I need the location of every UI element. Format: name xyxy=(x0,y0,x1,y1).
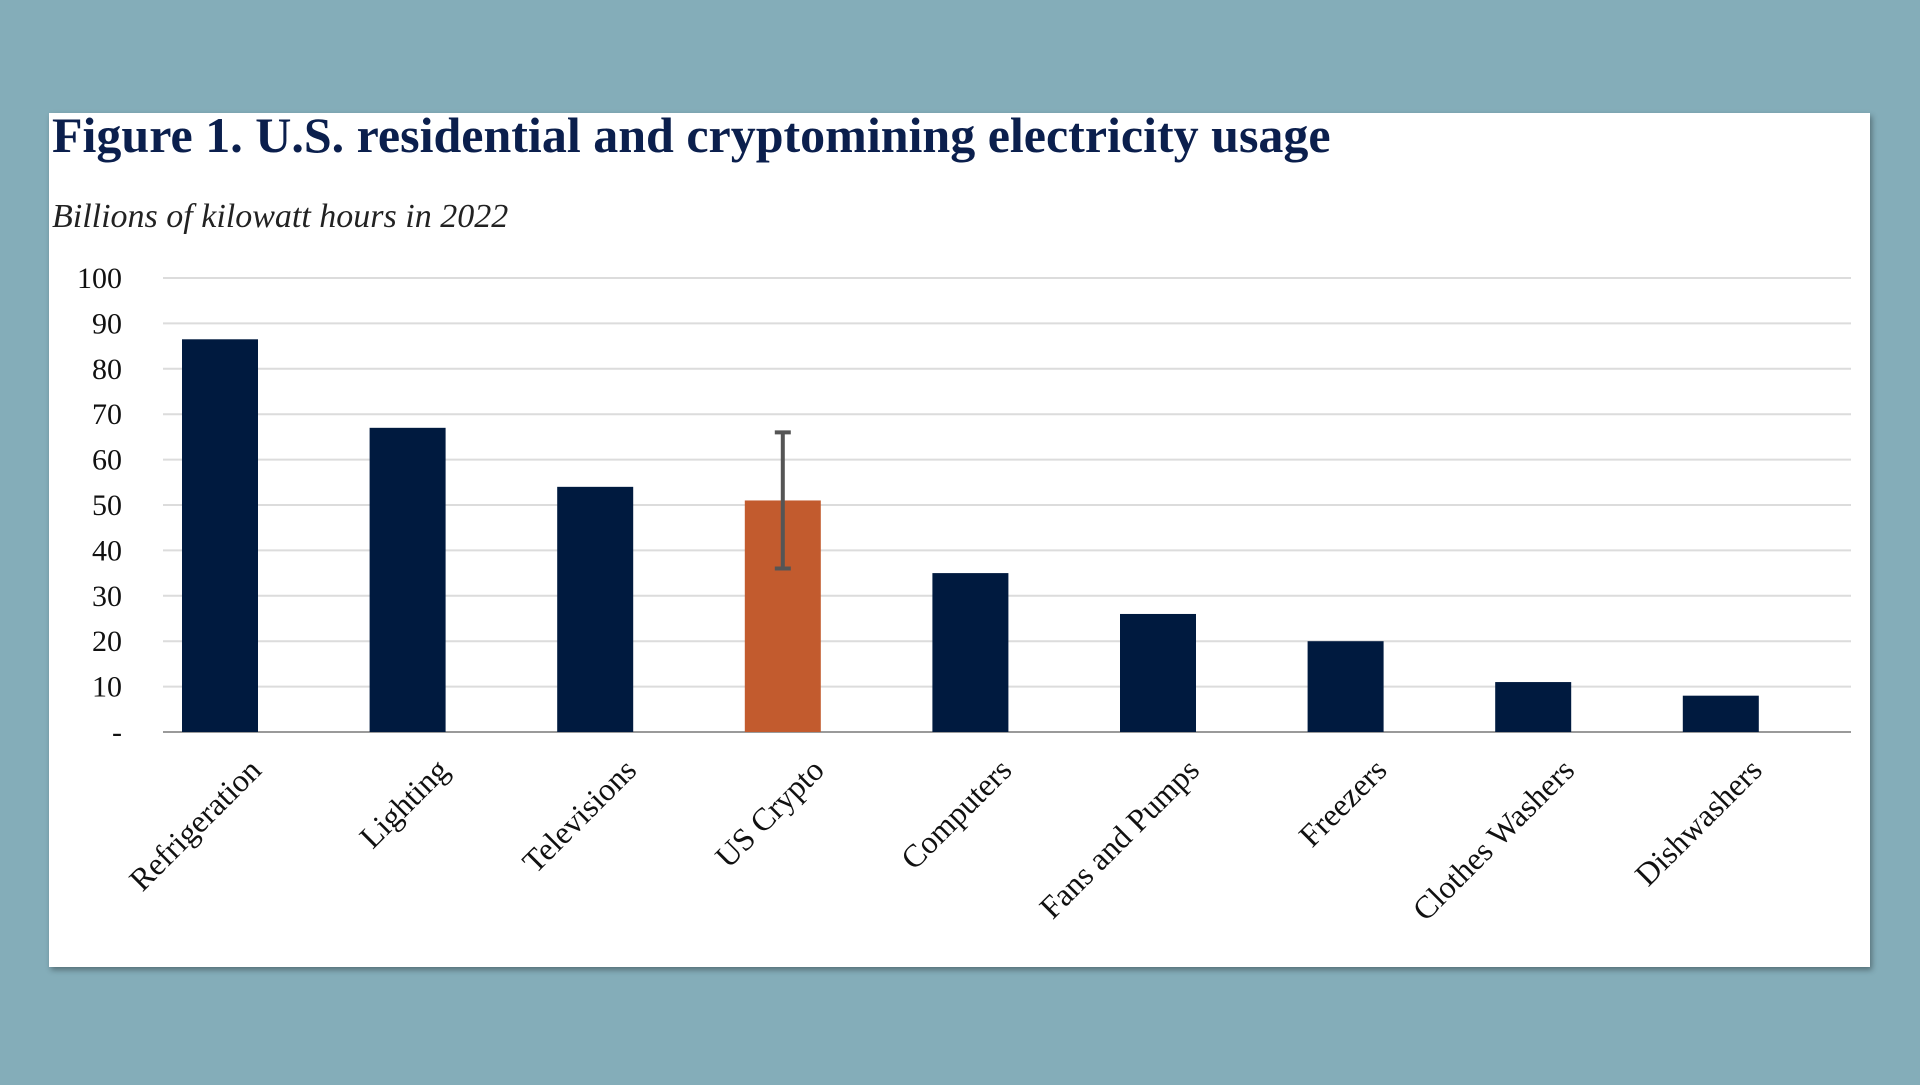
bar xyxy=(1682,695,1759,732)
bar xyxy=(1120,613,1196,732)
y-tick-label: 30 xyxy=(92,580,122,613)
y-tick-label: 50 xyxy=(92,489,122,522)
bar xyxy=(932,573,1009,732)
chart-subtitle: Billions of kilowatt hours in 2022 xyxy=(52,198,508,235)
bar xyxy=(369,427,446,732)
y-tick-label: 20 xyxy=(92,625,122,658)
card xyxy=(49,113,1870,967)
y-tick-label: 90 xyxy=(92,307,122,340)
y-tick-label: 10 xyxy=(92,671,122,704)
bar xyxy=(182,339,258,732)
y-tick-label: 80 xyxy=(92,353,122,386)
bar xyxy=(1307,641,1384,732)
y-tick-label: 60 xyxy=(92,444,122,477)
bar xyxy=(557,486,634,732)
y-tick-label: - xyxy=(112,716,122,749)
bar xyxy=(1495,682,1572,732)
y-tick-label: 40 xyxy=(92,534,122,567)
y-tick-label: 100 xyxy=(77,262,122,295)
chart-title: Figure 1. U.S. residential and cryptomin… xyxy=(52,107,1331,163)
y-tick-label: 70 xyxy=(92,398,122,431)
